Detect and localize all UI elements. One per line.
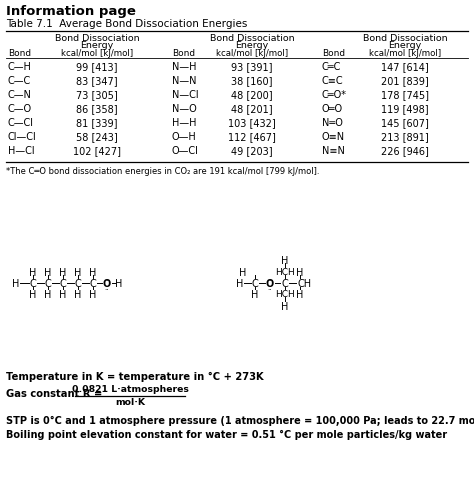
Text: C: C xyxy=(60,279,66,289)
Text: H: H xyxy=(59,290,67,300)
Text: kcal/mol [kJ/mol]: kcal/mol [kJ/mol] xyxy=(61,49,133,58)
Text: 112 [467]: 112 [467] xyxy=(228,132,276,142)
Text: H—Cl: H—Cl xyxy=(8,146,35,156)
Text: kcal/mol [kJ/mol]: kcal/mol [kJ/mol] xyxy=(216,49,288,58)
Text: ··: ·· xyxy=(105,287,109,293)
Text: 58 [243]: 58 [243] xyxy=(76,132,118,142)
Text: 102 [427]: 102 [427] xyxy=(73,146,121,156)
Text: Boiling point elevation constant for water = 0.51 °C per mole particles/kg water: Boiling point elevation constant for wat… xyxy=(6,430,447,440)
Text: Gas constant R =: Gas constant R = xyxy=(6,389,106,399)
Text: mol·K: mol·K xyxy=(115,398,145,407)
Text: 103 [432]: 103 [432] xyxy=(228,118,276,128)
Text: C—Cl: C—Cl xyxy=(8,118,34,128)
Text: 48 [200]: 48 [200] xyxy=(231,90,273,100)
Text: O: O xyxy=(266,279,274,289)
Text: C═O*: C═O* xyxy=(322,90,347,100)
Text: C: C xyxy=(29,279,36,289)
Text: Bond: Bond xyxy=(322,49,345,58)
Text: Temperature in K = temperature in °C + 273K: Temperature in K = temperature in °C + 2… xyxy=(6,372,264,382)
Text: Bond Dissociation: Bond Dissociation xyxy=(210,34,294,43)
Text: H: H xyxy=(89,290,97,300)
Text: N═O: N═O xyxy=(322,118,343,128)
Text: H: H xyxy=(74,290,82,300)
Text: 147 [614]: 147 [614] xyxy=(381,62,429,72)
Text: Bond: Bond xyxy=(8,49,31,58)
Text: 226 [946]: 226 [946] xyxy=(381,146,429,156)
Text: H: H xyxy=(12,279,20,289)
Text: 145 [607]: 145 [607] xyxy=(381,118,429,128)
Text: Energy: Energy xyxy=(388,41,422,50)
Text: C: C xyxy=(90,279,96,289)
Text: 73 [305]: 73 [305] xyxy=(76,90,118,100)
Text: H: H xyxy=(251,290,259,300)
Text: Table 7.1  Average Bond Dissociation Energies: Table 7.1 Average Bond Dissociation Ener… xyxy=(6,19,247,29)
Text: 93 [391]: 93 [391] xyxy=(231,62,273,72)
Text: H—H: H—H xyxy=(172,118,197,128)
Text: kcal/mol [kJ/mol]: kcal/mol [kJ/mol] xyxy=(369,49,441,58)
Text: C—N: C—N xyxy=(8,90,32,100)
Text: H: H xyxy=(89,268,97,278)
Text: 83 [347]: 83 [347] xyxy=(76,76,118,86)
Text: ··: ·· xyxy=(105,278,109,284)
Text: STP is 0°C and 1 atmosphere pressure (1 atmosphere = 100,000 Pa; leads to 22.7 m: STP is 0°C and 1 atmosphere pressure (1 … xyxy=(6,416,474,426)
Text: H: H xyxy=(281,302,289,312)
Text: CH: CH xyxy=(298,279,312,289)
Text: H: H xyxy=(239,268,246,278)
Text: N—Cl: N—Cl xyxy=(172,90,199,100)
Text: 201 [839]: 201 [839] xyxy=(381,76,429,86)
Text: N—O: N—O xyxy=(172,104,197,114)
Text: Bond Dissociation: Bond Dissociation xyxy=(363,34,447,43)
Text: C≡C: C≡C xyxy=(322,76,344,86)
Text: H: H xyxy=(281,256,289,266)
Text: N—H: N—H xyxy=(172,62,197,72)
Text: 119 [498]: 119 [498] xyxy=(381,104,429,114)
Text: O—Cl: O—Cl xyxy=(172,146,199,156)
Text: C: C xyxy=(252,279,258,289)
Text: H: H xyxy=(29,290,36,300)
Text: Energy: Energy xyxy=(81,41,114,50)
Text: O≡N: O≡N xyxy=(322,132,345,142)
Text: Information page: Information page xyxy=(6,5,136,18)
Text: C═C: C═C xyxy=(322,62,341,72)
Text: Cl—Cl: Cl—Cl xyxy=(8,132,37,142)
Text: *The C═O bond dissociation energies in CO₂ are 191 kcal/mol [799 kJ/mol].: *The C═O bond dissociation energies in C… xyxy=(6,167,319,176)
Text: H: H xyxy=(115,279,123,289)
Text: Energy: Energy xyxy=(236,41,269,50)
Text: O: O xyxy=(103,279,111,289)
Text: C: C xyxy=(45,279,51,289)
Text: H: H xyxy=(29,268,36,278)
Text: O═O: O═O xyxy=(322,104,343,114)
Text: ··: ·· xyxy=(268,278,272,284)
Text: H: H xyxy=(59,268,67,278)
Text: H: H xyxy=(296,290,304,300)
Text: C: C xyxy=(74,279,82,289)
Text: C—H: C—H xyxy=(8,62,32,72)
Text: N—N: N—N xyxy=(172,76,197,86)
Text: Bond Dissociation: Bond Dissociation xyxy=(55,34,139,43)
Text: 0.0821 L·atmospheres: 0.0821 L·atmospheres xyxy=(72,385,189,394)
Text: O—H: O—H xyxy=(172,132,197,142)
Text: HCH: HCH xyxy=(275,268,295,277)
Text: 178 [745]: 178 [745] xyxy=(381,90,429,100)
Text: H: H xyxy=(74,268,82,278)
Text: H: H xyxy=(237,279,244,289)
Text: 99 [413]: 99 [413] xyxy=(76,62,118,72)
Text: 38 [160]: 38 [160] xyxy=(231,76,273,86)
Text: N≡N: N≡N xyxy=(322,146,345,156)
Text: H: H xyxy=(44,268,52,278)
Text: H: H xyxy=(44,290,52,300)
Text: C—C: C—C xyxy=(8,76,31,86)
Text: 49 [203]: 49 [203] xyxy=(231,146,273,156)
Text: 81 [339]: 81 [339] xyxy=(76,118,118,128)
Text: C: C xyxy=(282,279,288,289)
Text: 86 [358]: 86 [358] xyxy=(76,104,118,114)
Text: ··: ·· xyxy=(268,287,272,293)
Text: HCH: HCH xyxy=(275,290,295,299)
Text: Bond: Bond xyxy=(172,49,195,58)
Text: 213 [891]: 213 [891] xyxy=(381,132,429,142)
Text: 48 [201]: 48 [201] xyxy=(231,104,273,114)
Text: C—O: C—O xyxy=(8,104,32,114)
Text: H: H xyxy=(296,268,304,278)
